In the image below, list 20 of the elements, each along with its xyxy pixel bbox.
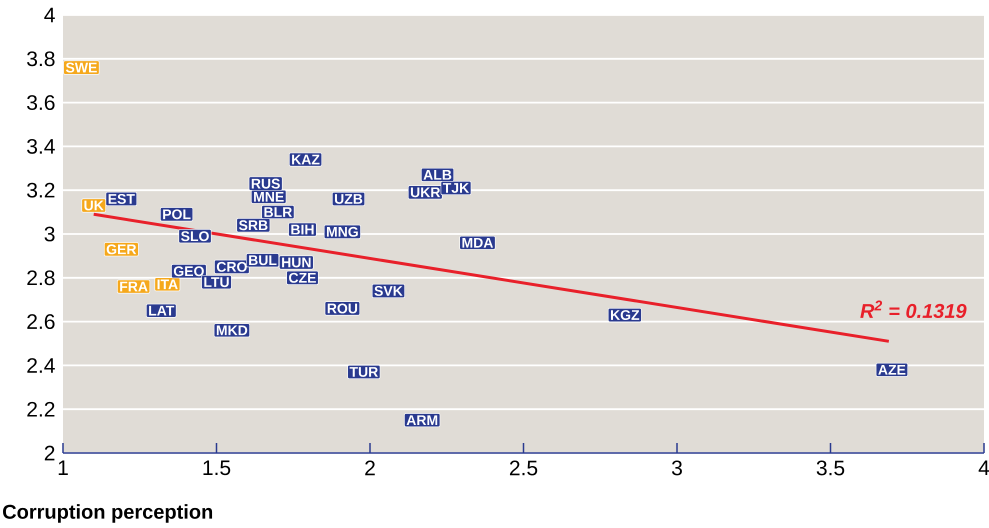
- y-tick-label: 2: [44, 446, 54, 460]
- x-tick-label: 2.5: [510, 460, 538, 476]
- x-tick-label: 1: [58, 460, 68, 475]
- y-tick-label: 2.8: [27, 270, 55, 286]
- y-tick-label: 2.6: [27, 314, 55, 330]
- y-tick-label: 2.4: [27, 358, 55, 373]
- x-tick-label: 1.5: [204, 460, 230, 476]
- y-tick-label: 3.2: [27, 182, 54, 198]
- x-axis-title: Corruption perception: [3, 504, 212, 523]
- y-tick-label: 3.6: [27, 95, 55, 110]
- x-tick-label: 3: [672, 460, 682, 476]
- x-tick-label: 2: [365, 460, 375, 476]
- y-tick-label: 3: [44, 226, 55, 242]
- text: R$^{2}$ = 0.1319: [860, 300, 967, 318]
- y-tick-label: 2.2: [27, 402, 54, 417]
- x-tick-label: 3.5: [816, 460, 844, 476]
- y-tick-label: 4: [44, 8, 55, 22]
- x-tick-label: 4: [978, 460, 989, 475]
- y-tick-label: 3.4: [27, 138, 55, 154]
- y-tick-label: 3.8: [27, 51, 55, 66]
